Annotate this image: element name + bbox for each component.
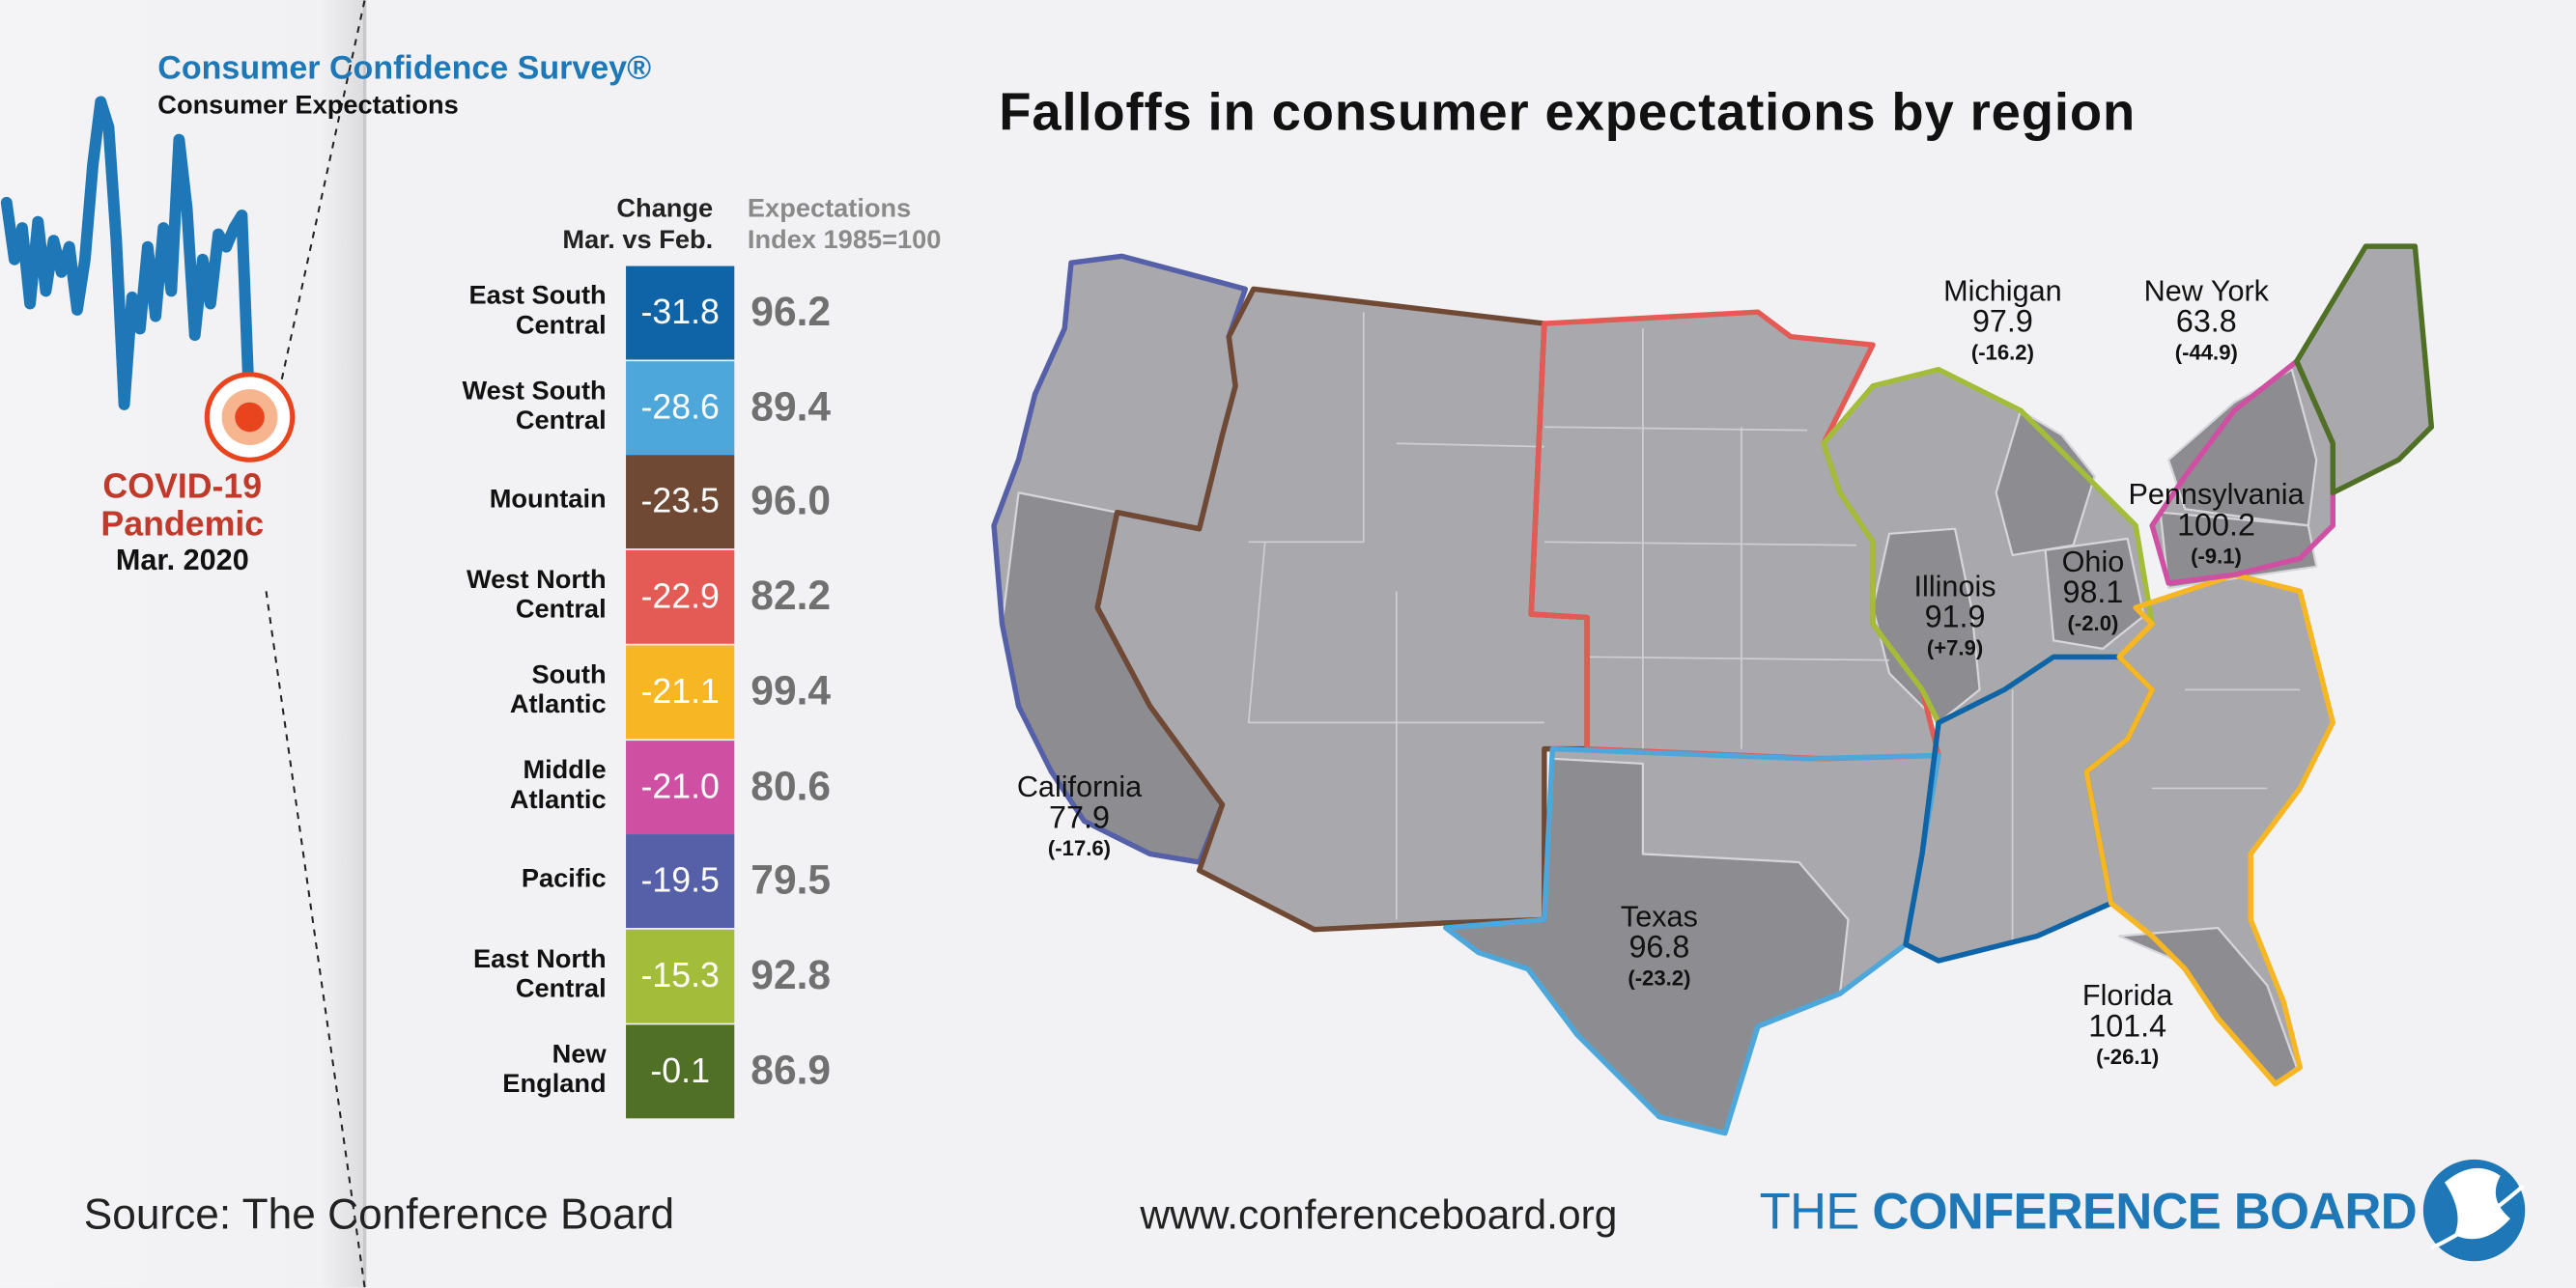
region-label-line2: Central xyxy=(515,312,607,341)
index-value-cell: 86.9 xyxy=(750,1047,832,1094)
brand-wordmark: THE CONFERENCE BOARD xyxy=(1759,1182,2418,1241)
region-label: West North Central xyxy=(427,566,607,626)
index-value-cell: 89.4 xyxy=(750,383,832,431)
region-label: West South Central xyxy=(427,378,606,436)
region-label: Pacific xyxy=(427,865,607,896)
region-label: East South Central xyxy=(427,282,607,342)
change-cell: -21.1 xyxy=(626,645,735,740)
event-label-line1: COVID-19 xyxy=(102,467,263,506)
change-column-header: Change Mar. vs Feb. xyxy=(562,195,714,255)
region-label: Middle Atlantic xyxy=(427,756,607,815)
state-label-illinois: Illinois 91.9 (+7.9) xyxy=(1913,570,1996,660)
change-cell: -23.5 xyxy=(626,455,735,549)
index-value-cell: 80.6 xyxy=(750,763,832,809)
region-label: New England xyxy=(427,1041,606,1100)
change-cell: -0.1 xyxy=(626,1023,735,1118)
state-border xyxy=(1248,312,1365,544)
region-label-line2: England xyxy=(502,1070,607,1099)
region-label-line1: Mountain xyxy=(489,487,607,516)
region-label-line1: West South xyxy=(462,377,607,406)
region-label-line2: Central xyxy=(515,596,607,625)
ohio-state xyxy=(2044,537,2145,650)
panel-divider xyxy=(362,0,367,1288)
south-atlantic-outline xyxy=(2083,572,2335,1087)
zoom-guide-top xyxy=(267,0,366,444)
change-cell: -31.8 xyxy=(626,266,735,360)
pennsylvania-state xyxy=(2159,511,2318,590)
state-label-new-york: New York 63.8 (-44.9) xyxy=(2143,274,2269,365)
state-label-texas: Texas 96.8 (-23.2) xyxy=(1620,900,1698,991)
event-label-line2: Pandemic xyxy=(100,505,265,544)
new-england-outline xyxy=(2294,243,2435,495)
index-value-cell: 99.4 xyxy=(750,667,832,714)
region-label-line1: New xyxy=(552,1040,607,1069)
index-value-cell: 96.0 xyxy=(750,478,832,525)
chart-title: Falloffs in consumer expectations by reg… xyxy=(999,82,2137,142)
state-border xyxy=(1587,656,1890,661)
region-label-line1: Middle xyxy=(523,756,607,785)
sparkline-series xyxy=(0,96,256,423)
change-cell: -15.3 xyxy=(626,929,735,1023)
state-border xyxy=(1396,442,1544,448)
index-value-cell: 92.8 xyxy=(750,952,832,998)
index-value-cell: 96.2 xyxy=(750,289,832,335)
survey-title: Consumer Confidence Survey® xyxy=(157,50,652,88)
state-label-pennsylvania: Pennsylvania 100.2 (-9.1) xyxy=(2128,477,2305,569)
region-label-line1: East North xyxy=(473,945,607,974)
index-value-cell: 82.2 xyxy=(750,573,832,620)
change-cell: -19.5 xyxy=(626,834,735,929)
event-date: Mar. 2020 xyxy=(115,543,249,577)
region-label: South Atlantic xyxy=(427,661,607,720)
survey-subtitle: Consumer Expectations xyxy=(157,92,459,121)
illinois-state xyxy=(1871,527,1981,724)
change-cell: -22.9 xyxy=(626,549,735,644)
region-label-line1: East South xyxy=(468,282,607,311)
index-value-cell: 79.5 xyxy=(750,857,832,904)
region-label-line1: Pacific xyxy=(521,865,607,894)
website-link[interactable]: www.conferenceboard.org xyxy=(1140,1191,1618,1239)
state-label-california: California 77.9 (-17.6) xyxy=(1016,770,1143,861)
index-column-header: Expectations Index 1985=100 xyxy=(747,195,942,255)
region-label-line2: Atlantic xyxy=(509,690,607,719)
state-label-ohio: Ohio 98.1 (-2.0) xyxy=(2061,545,2125,636)
state-border xyxy=(1543,541,1857,546)
region-label: Mountain xyxy=(427,487,607,517)
state-border xyxy=(1543,426,1808,432)
region-label: East North Central xyxy=(427,945,607,1005)
region-label-line2: Central xyxy=(515,406,607,435)
state-label-michigan: Michigan 97.9 (-16.2) xyxy=(1943,274,2062,365)
state-label-florida: Florida 101.4 (-26.1) xyxy=(2081,978,2173,1070)
change-cell: -21.0 xyxy=(626,740,735,834)
new-york-state xyxy=(2167,368,2318,527)
region-label-line2: Atlantic xyxy=(509,785,607,814)
source-note: Source: The Conference Board xyxy=(83,1189,675,1239)
state-border xyxy=(1247,542,1544,724)
change-cell: -28.6 xyxy=(626,360,735,455)
region-label-line2: Central xyxy=(515,975,607,1004)
covid-marker xyxy=(204,372,296,462)
region-label-line1: West North xyxy=(466,566,607,595)
region-label-line1: South xyxy=(531,661,607,690)
